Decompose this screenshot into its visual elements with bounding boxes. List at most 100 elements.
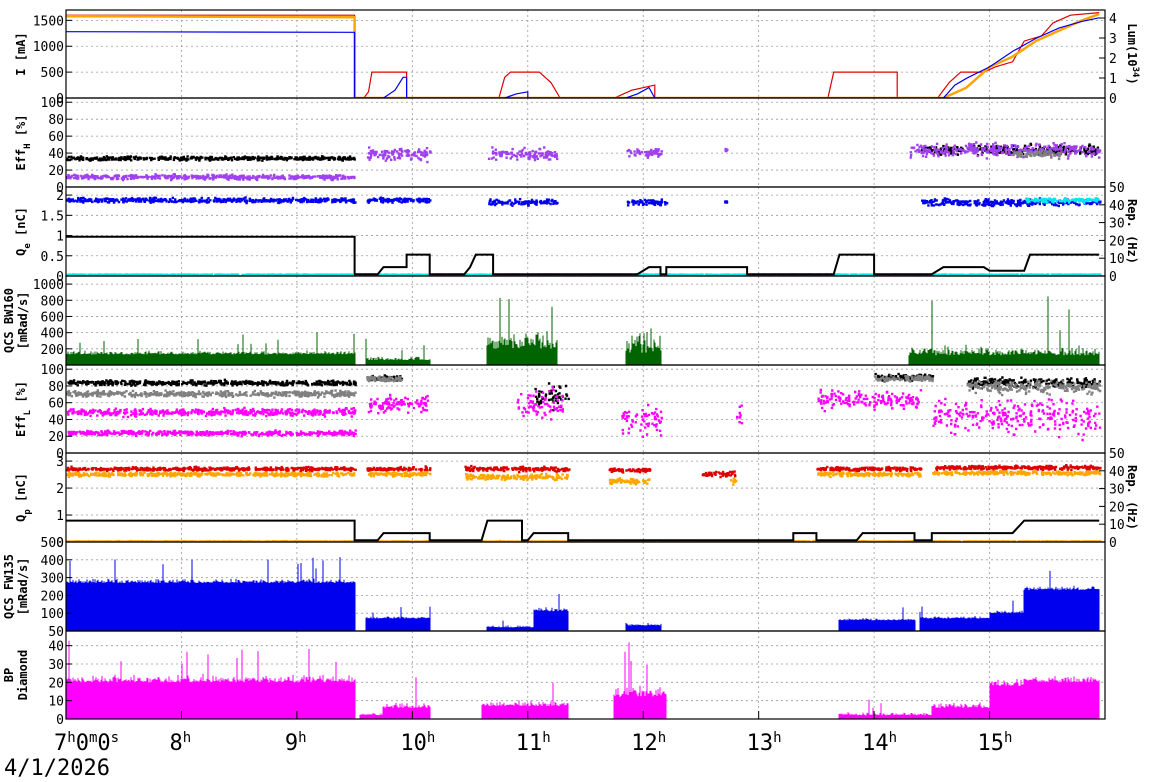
trace-green bbox=[908, 296, 1100, 365]
right-tick-label: 40 bbox=[1109, 199, 1125, 214]
trace-green bbox=[625, 328, 662, 365]
scatter-blue bbox=[921, 197, 1102, 208]
y-tick-label: 0 bbox=[56, 536, 64, 551]
right-tick-label: 40 bbox=[1109, 465, 1125, 480]
series-group bbox=[66, 141, 1102, 182]
series-blue bbox=[66, 17, 1100, 98]
scatter-black bbox=[534, 382, 570, 412]
panel-frame bbox=[65, 9, 1106, 99]
x-tick-label: 10h bbox=[400, 730, 435, 756]
trace-green bbox=[66, 332, 356, 365]
y-tick-label: 1000 bbox=[33, 278, 64, 293]
right-tick-label: 0 bbox=[1109, 270, 1117, 285]
x-axis: 7h0m0s 8h 9h 10h 11h 12h 13h 14h 15h bbox=[54, 711, 1012, 756]
y-tick-label: 400 bbox=[41, 554, 64, 569]
trace-magenta bbox=[931, 702, 991, 719]
scatter-gray bbox=[66, 389, 357, 399]
y-tick-label: 30 bbox=[48, 658, 64, 673]
right-tick-label: 0 bbox=[1109, 536, 1117, 551]
series-group bbox=[66, 296, 1100, 365]
y-axis-label: EffL [%] bbox=[14, 381, 33, 437]
series-group bbox=[66, 196, 1102, 276]
trace-blue bbox=[989, 600, 1025, 631]
y-tick-label: 100 bbox=[41, 96, 64, 111]
scatter-purple bbox=[487, 146, 559, 162]
panel-effh: 0 20 40 60 80 100 EffH [%] bbox=[14, 96, 1106, 196]
scatter-black bbox=[67, 378, 357, 387]
y-tick-label: 0.5 bbox=[41, 250, 64, 265]
scatter-orange bbox=[368, 471, 432, 478]
scatter-gray bbox=[874, 374, 934, 383]
y-tick-label: 500 bbox=[41, 66, 64, 81]
right-tick-label: 30 bbox=[1109, 217, 1125, 232]
series-group bbox=[66, 12, 1100, 98]
right-tick-label: 0 bbox=[1109, 92, 1117, 107]
y-axis-label: BP bbox=[2, 668, 16, 682]
panel-bp_diamond: 0 10 20 30 40 BP Diamond bbox=[2, 630, 1106, 728]
panel-current: 0 500 1000 1500 0 1 2 3 4 Lum(1034) I [mA] bbox=[14, 9, 1140, 107]
y-tick-label: 2 bbox=[56, 482, 64, 497]
scatter-gray bbox=[366, 375, 403, 383]
right-tick-label: 1 bbox=[1109, 72, 1117, 87]
y-tick-label: 0 bbox=[56, 270, 64, 285]
scatter-orange bbox=[729, 477, 738, 486]
y-axis-label: Qe [nC] bbox=[14, 207, 33, 256]
y-tick-label: 400 bbox=[41, 327, 64, 342]
scatter-blue bbox=[626, 198, 669, 207]
scatter-red bbox=[366, 465, 432, 472]
y-tick-label: 1500 bbox=[33, 14, 64, 29]
date-label: 4/1/2026 bbox=[4, 756, 110, 781]
y-axis-label-line2: Diamond bbox=[16, 650, 30, 701]
trace-magenta bbox=[66, 640, 356, 719]
scatter-blue bbox=[488, 198, 559, 207]
scatter-magenta bbox=[516, 386, 564, 421]
right-tick-label: 50 bbox=[1109, 447, 1125, 462]
right-tick-label: 3 bbox=[1109, 32, 1117, 47]
scatter-red bbox=[464, 464, 571, 474]
trace-magenta bbox=[613, 642, 667, 719]
x-tick-label: 15h bbox=[978, 730, 1013, 756]
scatter-purple bbox=[909, 141, 1102, 160]
y-tick-label: 60 bbox=[48, 130, 64, 145]
y-tick-label: 20 bbox=[48, 430, 64, 445]
series-red bbox=[66, 12, 1100, 98]
trace-blue bbox=[533, 594, 569, 631]
panel-frame bbox=[65, 97, 1106, 188]
scatter-gray bbox=[1012, 149, 1061, 161]
trace-magenta bbox=[989, 679, 1025, 719]
y-tick-label: 1 bbox=[56, 509, 64, 524]
x-tick-label: 14h bbox=[862, 730, 897, 756]
y-tick-label: 20 bbox=[48, 676, 64, 691]
scatter-magenta bbox=[736, 404, 744, 425]
y-axis-label: Qp [nC] bbox=[14, 473, 33, 522]
scatter-magenta bbox=[66, 406, 357, 419]
scatter-black bbox=[66, 155, 356, 162]
trace-blue bbox=[365, 606, 431, 631]
right-axis-label: Rep. (Hz) bbox=[1125, 465, 1139, 530]
trace-magenta bbox=[359, 712, 384, 719]
x-tick-label: 7h0m0s bbox=[54, 730, 119, 756]
x-tick-label: 8h bbox=[169, 730, 191, 756]
right-tick-label: 50 bbox=[1109, 181, 1125, 196]
y-tick-label: 200 bbox=[41, 343, 64, 358]
y-tick-label: 40 bbox=[48, 413, 64, 428]
trace-green bbox=[486, 297, 558, 365]
trace-magenta bbox=[838, 699, 933, 719]
y-tick-label: 20 bbox=[48, 164, 64, 179]
trace-magenta bbox=[1023, 676, 1100, 719]
right-tick-label: 2 bbox=[1109, 52, 1117, 67]
series-group bbox=[66, 557, 1100, 631]
y-tick-label: 300 bbox=[41, 572, 64, 587]
y-axis-label: I [mA] bbox=[14, 32, 28, 75]
scatter-purple bbox=[366, 146, 432, 164]
scatter-orange bbox=[465, 472, 569, 482]
y-tick-label: 40 bbox=[48, 640, 64, 655]
rep-rate-step bbox=[66, 519, 1100, 542]
scatter-purple bbox=[66, 173, 356, 182]
scatter-red bbox=[701, 470, 737, 479]
trace-green bbox=[365, 338, 431, 365]
